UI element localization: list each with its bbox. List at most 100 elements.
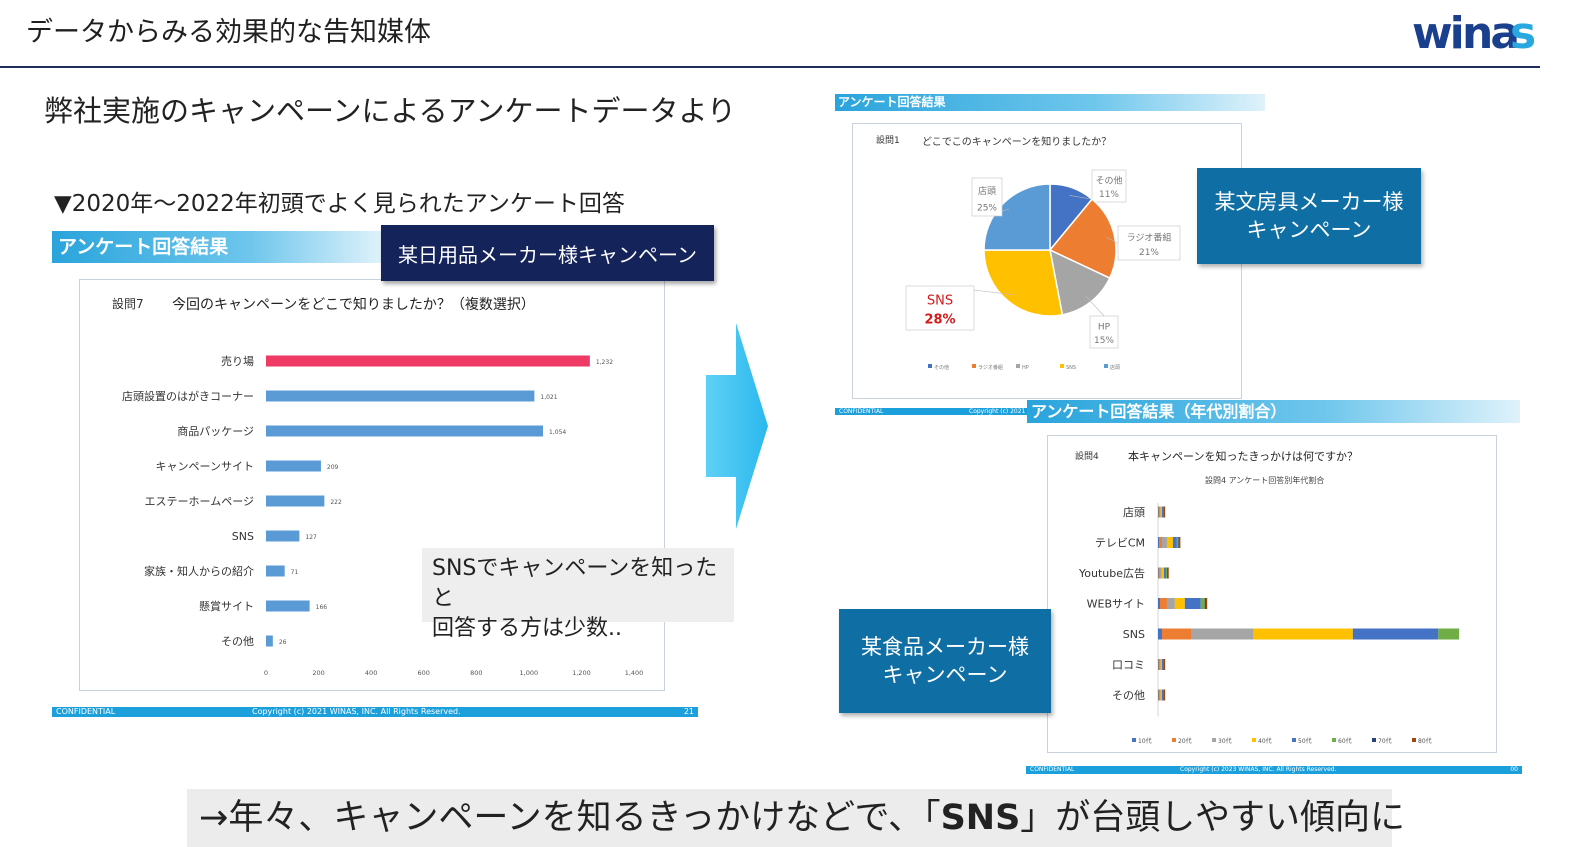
stack-category-label: その他 xyxy=(1112,689,1145,702)
bar-category-label: エステーホームページ xyxy=(145,495,254,508)
right-arrow-icon xyxy=(706,323,768,529)
bar xyxy=(266,635,273,647)
bar-category-label: SNS xyxy=(232,530,254,543)
svg-text:s: s xyxy=(1510,8,1536,56)
stack-segment xyxy=(1161,659,1164,670)
pie-value-label: 25% xyxy=(977,203,997,213)
legend-label: HP xyxy=(1022,365,1029,371)
pie-label-box xyxy=(971,177,1003,217)
legend-label: その他 xyxy=(934,364,949,371)
stack-segment xyxy=(1158,628,1162,640)
x-tick-label: 0 xyxy=(264,669,268,677)
pie-slice xyxy=(1048,198,1117,280)
legend-swatch xyxy=(928,364,932,368)
bar xyxy=(266,600,310,612)
footer-confidential: CONFIDENTIAL xyxy=(1030,766,1075,773)
stack-segment xyxy=(1200,598,1205,609)
legend-label: SNS xyxy=(1066,365,1076,371)
stack-segment xyxy=(1160,689,1162,701)
stack-segment xyxy=(1184,598,1201,609)
stack-segment xyxy=(1191,628,1254,640)
pie-category-label: ラジオ番組 xyxy=(1127,231,1172,243)
stacked-chart-panel xyxy=(1047,435,1497,753)
stack-category-label: Youtube広告 xyxy=(1078,567,1145,580)
stack-segment xyxy=(1158,567,1160,579)
slide-subtitle: 弊社実施のキャンペーンによるアンケートデータより xyxy=(44,94,736,128)
x-tick-label: 1,400 xyxy=(625,669,644,677)
stack-segment xyxy=(1166,537,1173,548)
bar-value-label: 1,232 xyxy=(596,359,613,366)
stack-segment xyxy=(1174,598,1185,609)
legend-swatch xyxy=(1060,364,1064,368)
bar xyxy=(266,565,285,577)
campaign-label-food: 某食品メーカー様 キャンペーン xyxy=(839,609,1051,713)
stack-segment xyxy=(1161,537,1167,548)
survey-result-bar-left: アンケート回答結果 xyxy=(52,231,382,263)
pie-value-label: 15% xyxy=(1094,336,1114,346)
legend-label: 50代 xyxy=(1298,737,1312,745)
conclusion-keyword: SNS xyxy=(940,798,1021,838)
bar-value-label: 222 xyxy=(330,499,342,506)
campaign-label-daily-goods: 某日用品メーカー様キャンペーン xyxy=(381,225,714,281)
pie-slice xyxy=(1048,248,1111,316)
legend-swatch xyxy=(1172,738,1176,742)
stack-segment xyxy=(1160,506,1162,518)
pie-category-label: SNS xyxy=(927,293,953,308)
svg-text:wi: wi xyxy=(1412,8,1462,56)
legend-label: 10代 xyxy=(1138,737,1152,745)
legend-swatch xyxy=(1252,738,1256,742)
stack-segment xyxy=(1158,659,1160,670)
stack-segment xyxy=(1172,537,1177,548)
question-number-bottom-right: 設問4 xyxy=(1075,452,1099,462)
legend-swatch xyxy=(1412,738,1416,742)
bar xyxy=(266,390,535,402)
bar-category-label: キャンペーンサイト xyxy=(156,460,254,473)
campaign-label-stationery-line-2: キャンペーン xyxy=(1246,218,1372,242)
x-tick-label: 800 xyxy=(470,669,482,677)
pie-label-box xyxy=(1089,315,1119,349)
svg-text:na: na xyxy=(1462,8,1517,56)
legend-swatch xyxy=(1292,738,1296,742)
pie-value-label: 21% xyxy=(1139,248,1159,258)
bar-chart-left: 売り場 1,232 店頭設置のはがきコーナー 1,021 商品パッケージ 1,054 キャン… xyxy=(122,355,644,677)
stack-segment xyxy=(1159,659,1161,670)
pie-value-label: 11% xyxy=(1099,190,1119,200)
footer-left: CONFIDENTIAL Copyright (c) 2021 WINAS, I… xyxy=(52,707,698,717)
footer-confidential: CONFIDENTIAL xyxy=(56,707,116,716)
stack-segment xyxy=(1163,659,1166,670)
legend-swatch xyxy=(1332,738,1336,742)
stack-segment xyxy=(1176,537,1179,548)
question-text-top-right: どこでこのキャンペーンを知りましたか？ xyxy=(922,137,1112,148)
x-tick-label: 600 xyxy=(418,669,430,677)
footer-copyright: Copyright (c) 2021 xyxy=(969,408,1026,415)
legend-label: 70代 xyxy=(1378,737,1392,745)
footer-confidential: CONFIDENTIAL xyxy=(839,408,884,415)
question-text-bottom-right: 本キャンペーンを知ったきっかけは何ですか？ xyxy=(1128,450,1359,463)
bar-value-label: 166 xyxy=(316,604,328,611)
bar-value-label: 209 xyxy=(327,464,339,471)
bar xyxy=(266,355,590,367)
stack-segment xyxy=(1161,628,1192,640)
stack-segment xyxy=(1166,598,1175,609)
pie-value-label: 28% xyxy=(924,312,955,327)
stack-segment xyxy=(1158,506,1160,518)
legend-label: 60代 xyxy=(1338,737,1352,745)
winas-logo: wi na s xyxy=(1412,8,1536,56)
stack-segment xyxy=(1438,628,1460,640)
footer-page: 00 xyxy=(1510,766,1518,773)
conclusion-banner: →年々、キャンペーンを知るきっかけなどで、「SNS」が台頭しやすい傾向に xyxy=(187,789,1405,847)
stack-segment xyxy=(1160,659,1162,670)
stack-segment xyxy=(1159,506,1161,518)
stack-segment xyxy=(1163,689,1166,701)
footer-bottom-right: CONFIDENTIAL Copyright (c) 2023 WINAS, I… xyxy=(1026,766,1522,774)
stack-segment xyxy=(1178,537,1181,548)
campaign-label-stationery: 某文房具メーカー様 キャンペーン xyxy=(1197,168,1421,264)
legend-swatch xyxy=(1104,364,1108,368)
pie-leader-line xyxy=(1085,295,1105,317)
bar xyxy=(266,460,321,472)
stack-segment xyxy=(1205,598,1208,609)
stack-segment xyxy=(1158,598,1160,609)
bar xyxy=(266,425,544,437)
bar-value-label: 26 xyxy=(279,639,287,646)
chart-subtitle-bottom-right: 設問4 アンケート回答別年代割合 xyxy=(1205,476,1325,485)
